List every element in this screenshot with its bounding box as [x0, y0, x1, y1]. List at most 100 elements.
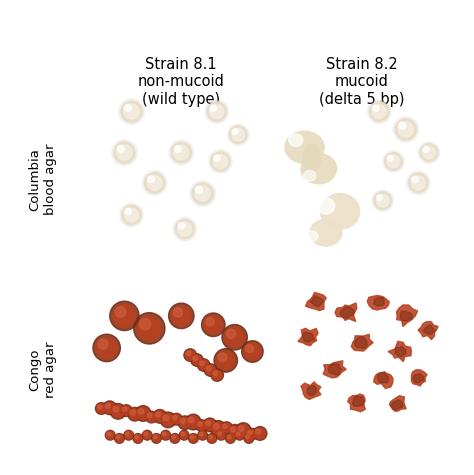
- Ellipse shape: [169, 303, 194, 329]
- Ellipse shape: [192, 355, 202, 365]
- Ellipse shape: [93, 334, 120, 361]
- Ellipse shape: [135, 435, 138, 439]
- Ellipse shape: [116, 435, 120, 439]
- Ellipse shape: [117, 145, 132, 160]
- Ellipse shape: [178, 222, 191, 236]
- Ellipse shape: [184, 349, 196, 361]
- Ellipse shape: [207, 366, 211, 370]
- Ellipse shape: [387, 155, 393, 162]
- Ellipse shape: [310, 219, 342, 246]
- Ellipse shape: [170, 434, 180, 443]
- Ellipse shape: [173, 218, 197, 241]
- Text: Strain 8.2
mucoid
(delta 5 bp): Strain 8.2 mucoid (delta 5 bp): [319, 57, 404, 107]
- Ellipse shape: [147, 176, 162, 190]
- Ellipse shape: [423, 146, 435, 159]
- Ellipse shape: [163, 415, 169, 421]
- Polygon shape: [378, 372, 388, 383]
- Ellipse shape: [117, 145, 124, 152]
- Ellipse shape: [320, 194, 360, 229]
- Polygon shape: [298, 328, 318, 346]
- Ellipse shape: [232, 129, 238, 134]
- Ellipse shape: [222, 423, 231, 432]
- Ellipse shape: [204, 364, 217, 376]
- Ellipse shape: [133, 434, 143, 443]
- Ellipse shape: [237, 425, 249, 437]
- Ellipse shape: [418, 142, 439, 163]
- Ellipse shape: [214, 155, 227, 168]
- Ellipse shape: [195, 186, 202, 193]
- Ellipse shape: [206, 420, 210, 426]
- Ellipse shape: [374, 192, 392, 209]
- Ellipse shape: [227, 435, 234, 442]
- Ellipse shape: [285, 131, 324, 163]
- Ellipse shape: [198, 430, 208, 440]
- Ellipse shape: [226, 434, 235, 443]
- Polygon shape: [340, 307, 354, 318]
- Ellipse shape: [218, 353, 227, 361]
- Ellipse shape: [209, 150, 232, 173]
- Ellipse shape: [305, 231, 318, 242]
- Ellipse shape: [244, 434, 254, 443]
- Ellipse shape: [231, 427, 236, 432]
- Ellipse shape: [246, 345, 254, 352]
- Ellipse shape: [171, 142, 191, 163]
- Polygon shape: [353, 396, 364, 407]
- Ellipse shape: [188, 417, 194, 423]
- Ellipse shape: [203, 418, 217, 432]
- Ellipse shape: [130, 410, 136, 415]
- Polygon shape: [374, 297, 384, 306]
- Ellipse shape: [178, 223, 184, 229]
- Ellipse shape: [110, 301, 139, 331]
- Ellipse shape: [122, 406, 131, 415]
- Ellipse shape: [227, 435, 231, 439]
- Ellipse shape: [205, 419, 215, 430]
- Ellipse shape: [367, 100, 391, 124]
- Text: Congo
red agar: Congo red agar: [28, 341, 57, 398]
- Ellipse shape: [217, 352, 235, 370]
- Ellipse shape: [179, 430, 189, 440]
- Ellipse shape: [126, 432, 129, 436]
- Polygon shape: [355, 337, 367, 349]
- Ellipse shape: [242, 341, 263, 362]
- Ellipse shape: [218, 431, 225, 439]
- Ellipse shape: [255, 429, 261, 434]
- Ellipse shape: [162, 431, 169, 439]
- Ellipse shape: [423, 147, 429, 152]
- Ellipse shape: [148, 413, 152, 418]
- Ellipse shape: [107, 432, 110, 436]
- Ellipse shape: [369, 102, 389, 122]
- Ellipse shape: [146, 411, 157, 423]
- Ellipse shape: [147, 412, 156, 422]
- Ellipse shape: [174, 146, 181, 152]
- Ellipse shape: [155, 412, 160, 417]
- Ellipse shape: [148, 176, 155, 182]
- Ellipse shape: [207, 434, 217, 443]
- Ellipse shape: [123, 407, 127, 411]
- Ellipse shape: [118, 99, 144, 124]
- Ellipse shape: [152, 434, 161, 443]
- Ellipse shape: [142, 430, 152, 440]
- Ellipse shape: [216, 430, 226, 440]
- Ellipse shape: [174, 145, 189, 160]
- Ellipse shape: [113, 304, 136, 327]
- Ellipse shape: [105, 403, 110, 408]
- Ellipse shape: [207, 102, 227, 122]
- Ellipse shape: [200, 361, 204, 366]
- Ellipse shape: [124, 104, 139, 119]
- Ellipse shape: [181, 431, 188, 439]
- Ellipse shape: [303, 143, 320, 172]
- Ellipse shape: [125, 209, 131, 215]
- Ellipse shape: [195, 186, 210, 201]
- Ellipse shape: [230, 426, 240, 437]
- Ellipse shape: [377, 195, 383, 200]
- Ellipse shape: [115, 306, 126, 317]
- Ellipse shape: [212, 422, 224, 435]
- Ellipse shape: [210, 421, 226, 436]
- Ellipse shape: [248, 430, 252, 435]
- Ellipse shape: [193, 356, 198, 361]
- Ellipse shape: [120, 405, 132, 417]
- Ellipse shape: [214, 349, 237, 372]
- Ellipse shape: [255, 428, 265, 439]
- Ellipse shape: [190, 181, 215, 206]
- Ellipse shape: [246, 428, 257, 440]
